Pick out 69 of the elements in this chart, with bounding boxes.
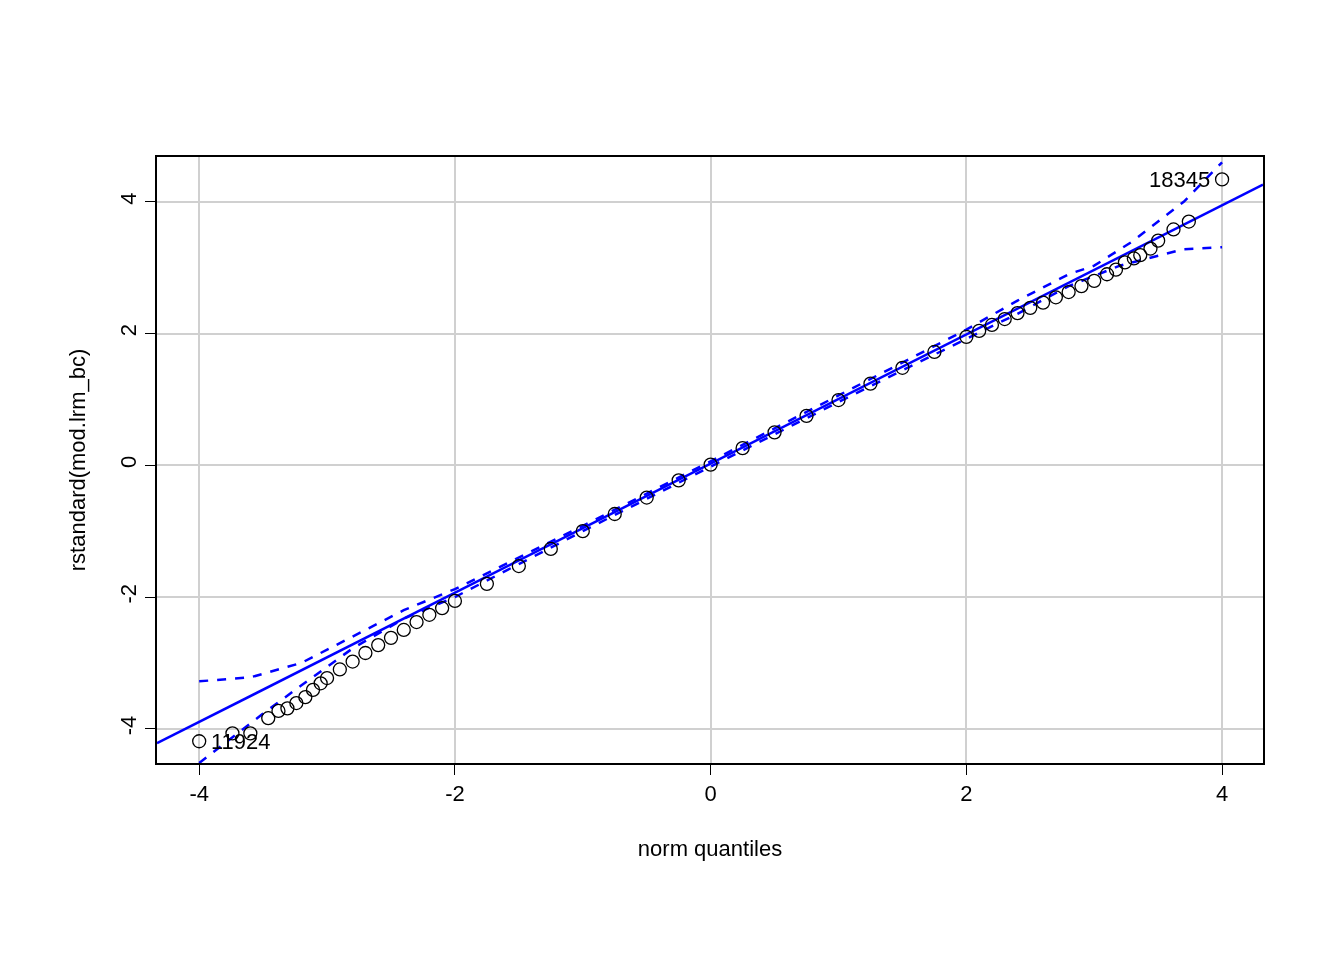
point bbox=[422, 607, 437, 622]
point bbox=[1099, 267, 1115, 282]
point bbox=[1133, 248, 1148, 263]
point bbox=[1061, 284, 1076, 300]
point bbox=[192, 734, 207, 749]
point bbox=[639, 490, 654, 505]
point bbox=[895, 360, 910, 375]
point bbox=[1126, 251, 1142, 266]
point bbox=[383, 630, 399, 645]
y-tick-label: -2 bbox=[116, 583, 142, 604]
x-tick-label: 0 bbox=[704, 781, 717, 807]
x-tick-label: -2 bbox=[445, 781, 465, 807]
point bbox=[767, 425, 782, 440]
y-axis-title: rstandard(mod.lrm_bc) bbox=[64, 348, 90, 572]
point bbox=[863, 376, 878, 391]
point bbox=[447, 593, 463, 609]
point bbox=[1108, 262, 1124, 277]
point bbox=[280, 701, 295, 716]
point bbox=[831, 392, 846, 408]
point bbox=[1087, 273, 1102, 288]
point bbox=[409, 614, 424, 630]
point bbox=[703, 457, 718, 472]
point bbox=[1143, 241, 1158, 256]
point bbox=[543, 541, 558, 557]
point bbox=[1074, 278, 1089, 294]
point bbox=[575, 523, 590, 539]
point bbox=[997, 311, 1012, 327]
point bbox=[332, 662, 347, 677]
point bbox=[396, 622, 411, 638]
y-tick-label: 2 bbox=[116, 324, 142, 337]
point bbox=[1023, 300, 1038, 315]
y-tick-label: 4 bbox=[116, 192, 142, 205]
y-tick-label: 0 bbox=[116, 455, 142, 469]
point bbox=[972, 323, 987, 339]
annotation: 18345 bbox=[1149, 167, 1211, 192]
point bbox=[358, 645, 373, 661]
point bbox=[289, 695, 304, 711]
point bbox=[261, 711, 276, 726]
point bbox=[345, 654, 360, 669]
point bbox=[927, 344, 942, 360]
point bbox=[511, 558, 526, 574]
point bbox=[607, 506, 622, 522]
point bbox=[371, 637, 386, 653]
point bbox=[671, 473, 686, 488]
point bbox=[479, 576, 495, 591]
x-tick-label: 2 bbox=[960, 781, 973, 807]
point bbox=[298, 689, 313, 705]
point bbox=[984, 317, 1000, 333]
point bbox=[1035, 295, 1051, 310]
y-tick-label: -4 bbox=[116, 715, 142, 736]
point bbox=[1117, 255, 1133, 270]
x-axis-title: norm quantiles bbox=[637, 835, 783, 861]
point bbox=[959, 329, 974, 344]
x-tick-label: 4 bbox=[1215, 781, 1229, 807]
point bbox=[305, 682, 321, 698]
point bbox=[799, 408, 814, 424]
point bbox=[1010, 305, 1025, 321]
point bbox=[735, 440, 750, 456]
point bbox=[313, 676, 328, 691]
x-tick-label: -4 bbox=[189, 781, 209, 807]
point bbox=[319, 670, 335, 686]
point bbox=[1151, 233, 1166, 248]
point bbox=[1181, 214, 1196, 229]
annotation: 11924 bbox=[211, 729, 271, 754]
point bbox=[1166, 222, 1181, 237]
point bbox=[434, 601, 450, 616]
point bbox=[271, 703, 286, 719]
point bbox=[1214, 172, 1230, 187]
point bbox=[1048, 290, 1064, 305]
